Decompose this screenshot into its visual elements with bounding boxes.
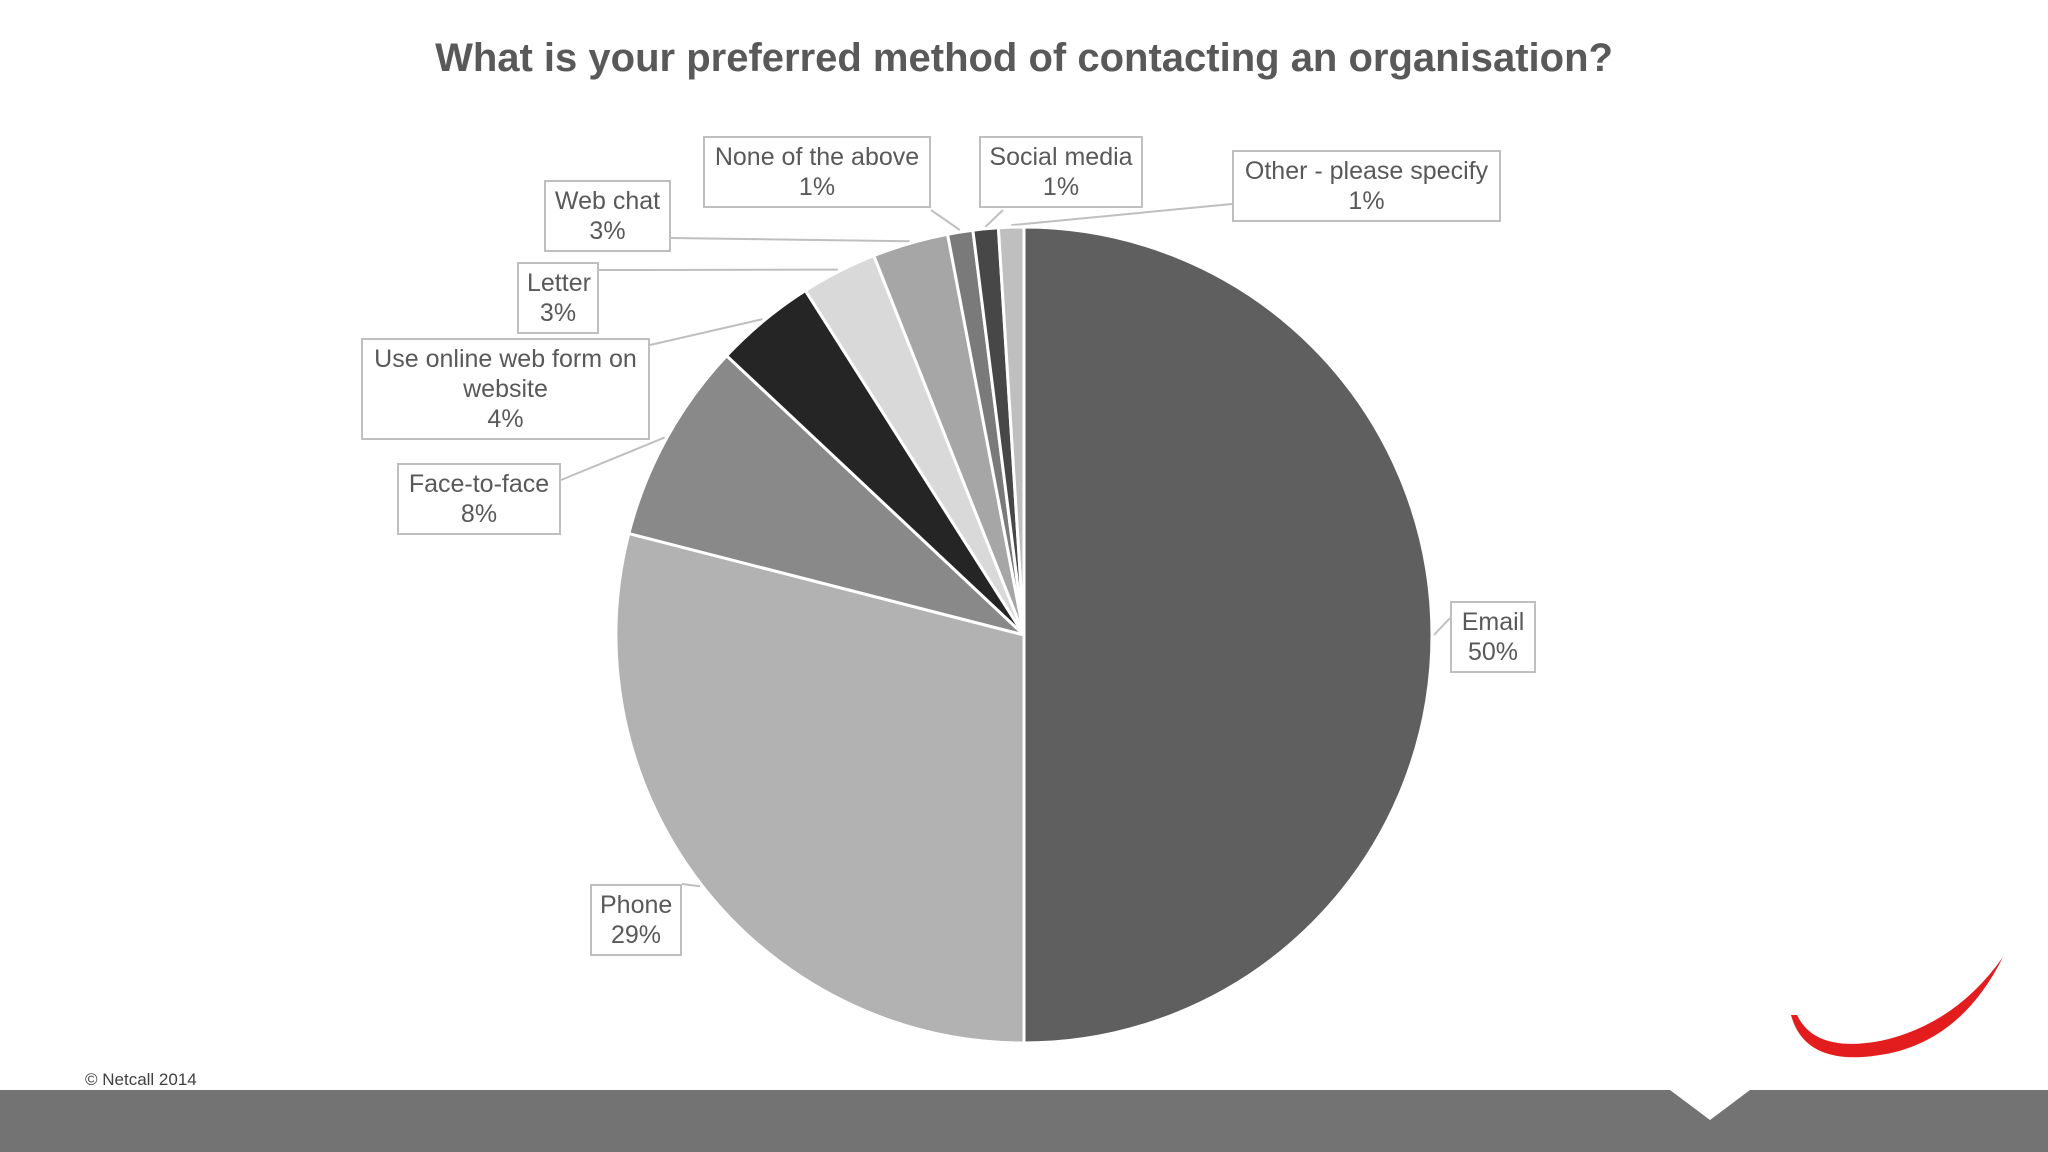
data-label-value: 1% [798,173,836,201]
leader-line [930,209,961,231]
data-label-category: Face-to-face [408,470,550,498]
leader-line [1011,203,1233,227]
netcall-logo-swoosh-icon [1791,957,2003,1058]
data-label-category: Social media [989,143,1133,171]
data-label-value: 1% [1348,187,1385,215]
leader-line [560,436,666,481]
data-label-box: Letter 3% [517,262,599,334]
data-label-category: Phone [600,891,673,919]
data-label-value: 3% [589,217,626,245]
pie-slice-email [1022,225,1434,1045]
pie-slice-other-please-specify [996,225,1026,636]
data-label-category: Web chat [554,187,661,215]
pie-slices [614,225,1434,1045]
footer-notch-icon [1670,1090,1750,1120]
leader-lines [560,203,1451,888]
leader-line [681,883,701,888]
data-label-category: Letter [527,269,591,297]
leader-line [649,318,763,346]
data-label-category: Email [1461,608,1525,636]
data-label-box: None of the above 1% [703,136,931,208]
data-label-box: Web chat 3% [544,180,671,252]
data-label-value: 29% [610,921,662,949]
data-label-box: Social media 1% [979,136,1143,208]
pie-slice-phone [614,531,1026,1045]
data-label-category: None of the above [714,143,920,171]
leader-line [984,209,1004,228]
data-label-value: 8% [460,500,498,528]
leader-line [1433,617,1451,636]
data-label-value: 50% [1467,638,1519,666]
data-label-box: Other - please specify 1% [1232,150,1501,222]
data-label-box: Phone 29% [590,884,682,956]
data-label-box: Use online web form on website 4% [361,338,650,440]
chart-title: What is your preferred method of contact… [435,36,1613,80]
data-label-value: 1% [1042,173,1080,201]
data-label-value: 3% [539,299,577,327]
data-label-box: Face-to-face 8% [397,463,561,535]
data-label-category: Use online web form on website [374,345,637,403]
data-label-box: Email 50% [1450,601,1536,673]
leader-line [670,237,910,243]
copyright-text: © Netcall 2014 [85,1070,197,1089]
pie-slice-face-to-face [626,353,1026,637]
data-label-value: 4% [487,405,524,433]
data-label-category: Other - please specify [1244,157,1489,185]
